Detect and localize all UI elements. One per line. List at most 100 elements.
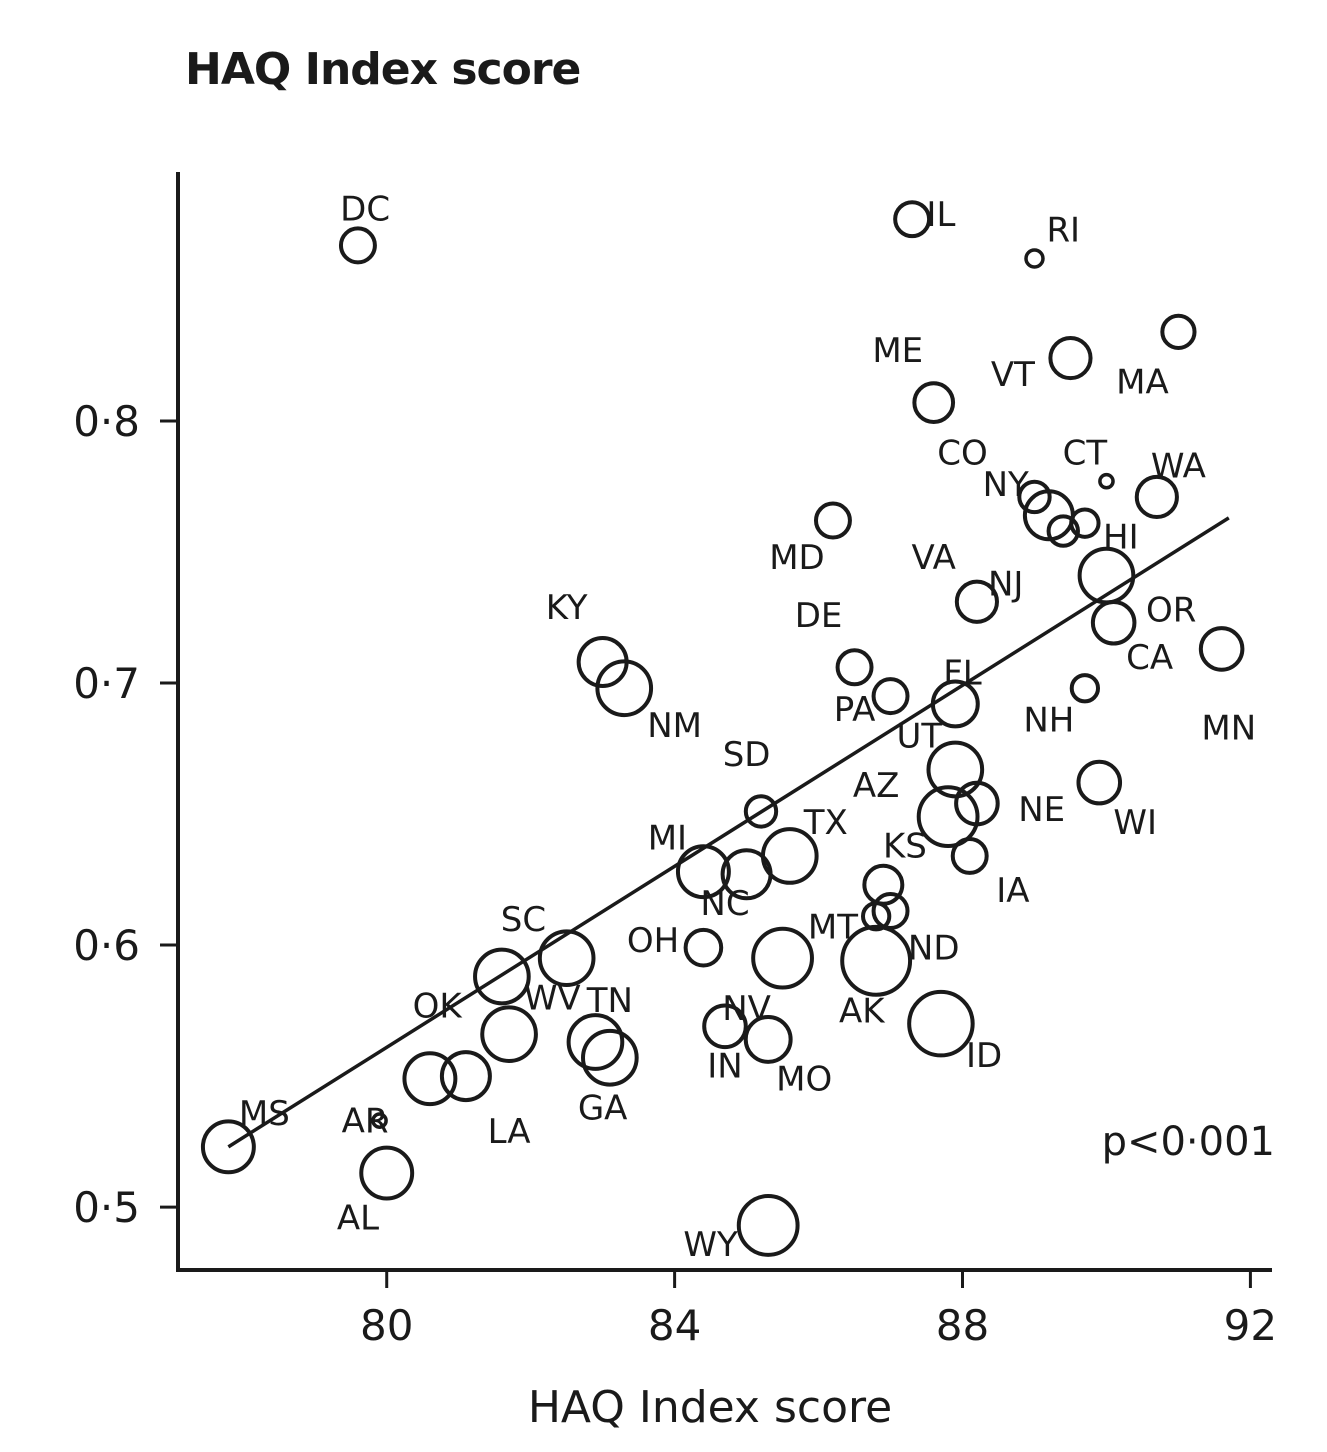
- point-label-oh: OH: [627, 921, 679, 961]
- data-point-sc: [537, 929, 596, 987]
- trend-line: [227, 516, 1230, 1149]
- point-label-wa: WA: [1151, 446, 1206, 486]
- point-label-id: ID: [966, 1036, 1002, 1076]
- data-point-ia: [950, 836, 989, 875]
- point-label-wy: WY: [683, 1225, 738, 1265]
- data-point-va: [954, 579, 999, 624]
- data-point-ar: [371, 1112, 388, 1129]
- x-tick-label: 80: [360, 1301, 413, 1350]
- point-label-nv: NV: [722, 989, 771, 1029]
- trend-line-group: [227, 516, 1230, 1149]
- point-label-ia: IA: [996, 871, 1029, 911]
- points-group: [200, 200, 1245, 1257]
- data-point-oh: [473, 947, 531, 1006]
- point-label-mo: MO: [776, 1060, 832, 1100]
- point-label-ut: UT: [897, 716, 943, 756]
- data-point-wi: [1076, 759, 1123, 806]
- y-tick-label: 0·8: [73, 397, 140, 446]
- point-label-il: IL: [926, 195, 955, 235]
- point-label-sc: SC: [501, 900, 546, 940]
- data-point-mo: [743, 1014, 793, 1064]
- data-point-mn: [1198, 626, 1245, 672]
- data-point-mi: [675, 844, 731, 900]
- y-tick-label: 0·6: [73, 921, 140, 970]
- data-point-wy: [736, 1194, 800, 1257]
- y-tick-label: 0·5: [73, 1183, 140, 1232]
- point-label-ga: GA: [578, 1089, 628, 1129]
- x-tick-label: 84: [648, 1301, 701, 1350]
- data-point-id: [907, 989, 975, 1058]
- p-value-annotation: p<0·001: [1102, 1119, 1275, 1165]
- data-point-nm: [595, 659, 654, 718]
- data-point-al: [359, 1145, 415, 1201]
- point-label-nm: NM: [647, 706, 702, 746]
- point-label-nj: NJ: [988, 564, 1023, 604]
- data-point-il: [893, 200, 932, 239]
- point-label-co: CO: [937, 433, 988, 473]
- data-point-wv: [480, 1005, 538, 1063]
- data-point-de: [835, 648, 874, 687]
- point-label-mn: MN: [1201, 709, 1256, 749]
- x-axis-title: HAQ Index score: [528, 1382, 892, 1433]
- point-label-dc: DC: [340, 190, 390, 230]
- data-point-tn: [840, 924, 913, 997]
- point-label-ri: RI: [1046, 211, 1080, 251]
- point-label-ma: MA: [1116, 363, 1169, 403]
- point-label-in: IN: [707, 1047, 742, 1087]
- point-label-va: VA: [912, 538, 956, 578]
- point-label-ky: KY: [546, 588, 588, 628]
- point-label-mi: MI: [648, 819, 687, 859]
- data-point-ga: [566, 1013, 625, 1071]
- data-point-md: [813, 501, 852, 540]
- point-label-nc: NC: [700, 884, 749, 924]
- data-point-ny: [1017, 479, 1052, 515]
- point-label-az: AZ: [853, 766, 900, 806]
- data-point-me: [912, 381, 956, 424]
- point-label-md: MD: [769, 538, 825, 578]
- data-point-ca: [1090, 599, 1137, 646]
- data-point-ms: [200, 1119, 256, 1175]
- point-label-wi: WI: [1113, 803, 1157, 843]
- point-label-la: LA: [488, 1112, 531, 1152]
- point-label-hi: HI: [1103, 517, 1139, 557]
- point-label-ct: CT: [1063, 433, 1108, 473]
- data-point-ak: [683, 927, 724, 968]
- data-point-nv: [751, 926, 814, 990]
- axes: 0·5 0·6 0·7 0·8 80 84 88 92: [73, 172, 1277, 1350]
- data-point-la: [439, 1050, 492, 1103]
- point-label-ar: AR: [342, 1102, 389, 1142]
- point-label-nh: NH: [1023, 701, 1074, 741]
- point-label-fl: FL: [943, 654, 982, 694]
- data-point-ok: [402, 1051, 458, 1107]
- chart-title: HAQ Index score: [185, 44, 581, 95]
- data-point-ma: [1160, 313, 1197, 350]
- point-label-ks: KS: [883, 826, 927, 866]
- point-label-ms: MS: [239, 1094, 290, 1134]
- data-point-nd: [871, 892, 910, 930]
- data-point-ne: [954, 780, 1000, 827]
- point-label-mt: MT: [808, 908, 858, 948]
- point-label-tx: TX: [803, 803, 848, 843]
- point-label-nd: ND: [908, 929, 960, 969]
- point-label-sd: SD: [723, 735, 771, 775]
- y-tick-label: 0·7: [73, 659, 140, 708]
- state-labels-group: DC IL RI MA VT ME CO CT NY WA MD NJ HI VA OR CA MN KY NM DE…: [239, 190, 1256, 1265]
- data-point-sd: [743, 794, 779, 829]
- data-point-ri: [1024, 248, 1045, 269]
- point-label-de: DE: [795, 596, 843, 636]
- point-label-al: AL: [337, 1199, 379, 1239]
- data-point-in: [702, 1003, 748, 1050]
- data-point-hi: [1069, 507, 1101, 539]
- data-point-az: [916, 785, 980, 849]
- data-point-fl: [930, 679, 980, 729]
- point-label-me: ME: [872, 331, 923, 371]
- point-label-ne: NE: [1018, 790, 1065, 830]
- point-label-ok: OK: [413, 986, 464, 1026]
- data-point-dc: [338, 226, 377, 265]
- data-point-vt: [1048, 335, 1093, 381]
- data-point-wa: [1134, 474, 1179, 520]
- point-label-ny: NY: [983, 465, 1029, 505]
- data-point-pa: [871, 677, 910, 716]
- point-label-tn: TN: [586, 981, 633, 1021]
- data-point-nj: [1046, 514, 1080, 548]
